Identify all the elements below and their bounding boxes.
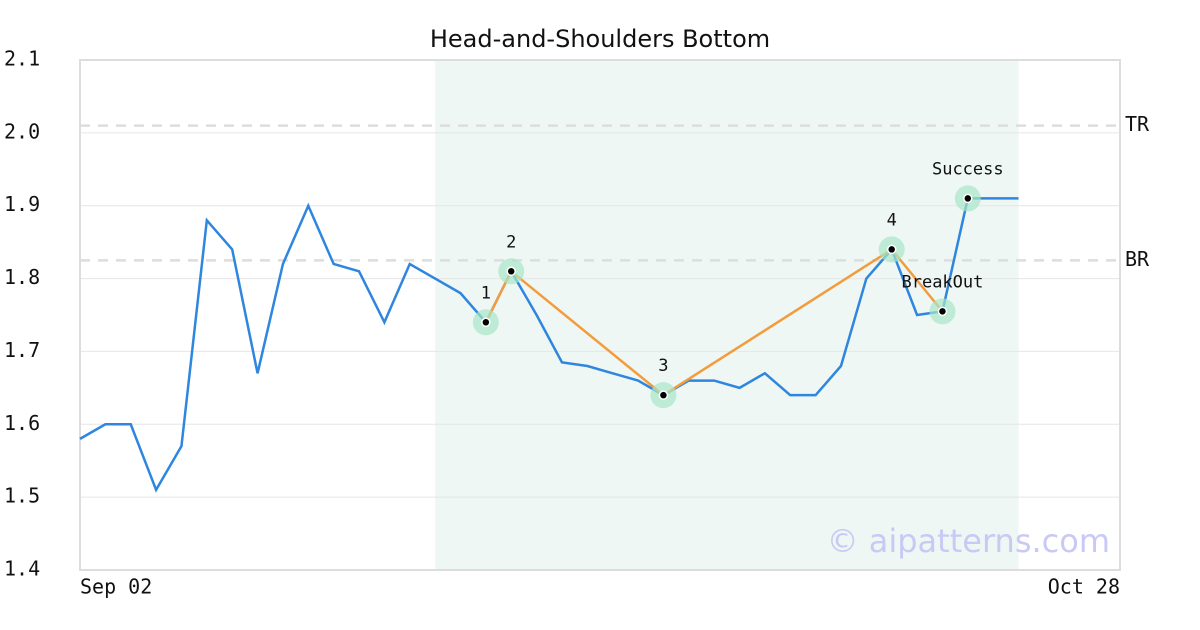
y-tick-label: 2.0	[4, 119, 40, 143]
chart-title: Head-and-Shoulders Bottom	[430, 25, 770, 53]
y-tick-label: 1.9	[4, 192, 40, 216]
y-tick-label: 1.5	[4, 484, 40, 508]
pattern-label: 1	[481, 283, 491, 303]
pattern-point	[937, 306, 948, 317]
x-tick-label: Oct 28	[1048, 575, 1120, 599]
pattern-label: 4	[887, 210, 897, 230]
plot-frame	[79, 59, 1121, 571]
pattern-point	[963, 193, 973, 204]
pattern-point	[506, 266, 516, 277]
y-tick-label: 1.7	[4, 338, 40, 362]
x-tick-label: Sep 02	[80, 575, 152, 599]
y-tick-label: 1.8	[4, 265, 40, 289]
pattern-point	[886, 244, 897, 255]
pattern-label: 3	[658, 356, 668, 376]
y-tick-label: 2.1	[4, 47, 40, 71]
pattern-label: BreakOut	[901, 272, 983, 292]
watermark: © aipatterns.com	[827, 522, 1110, 560]
pattern-point	[658, 390, 669, 400]
y-tick-label: 1.4	[4, 557, 40, 581]
y-tick-label: 1.6	[4, 411, 40, 435]
pattern-point	[481, 317, 491, 328]
reference-label: BR	[1125, 247, 1150, 271]
price-line	[79, 197, 1019, 493]
pattern-label: 2	[506, 232, 516, 252]
reference-label: TR	[1125, 112, 1150, 136]
pattern-label: Success	[932, 159, 1004, 179]
